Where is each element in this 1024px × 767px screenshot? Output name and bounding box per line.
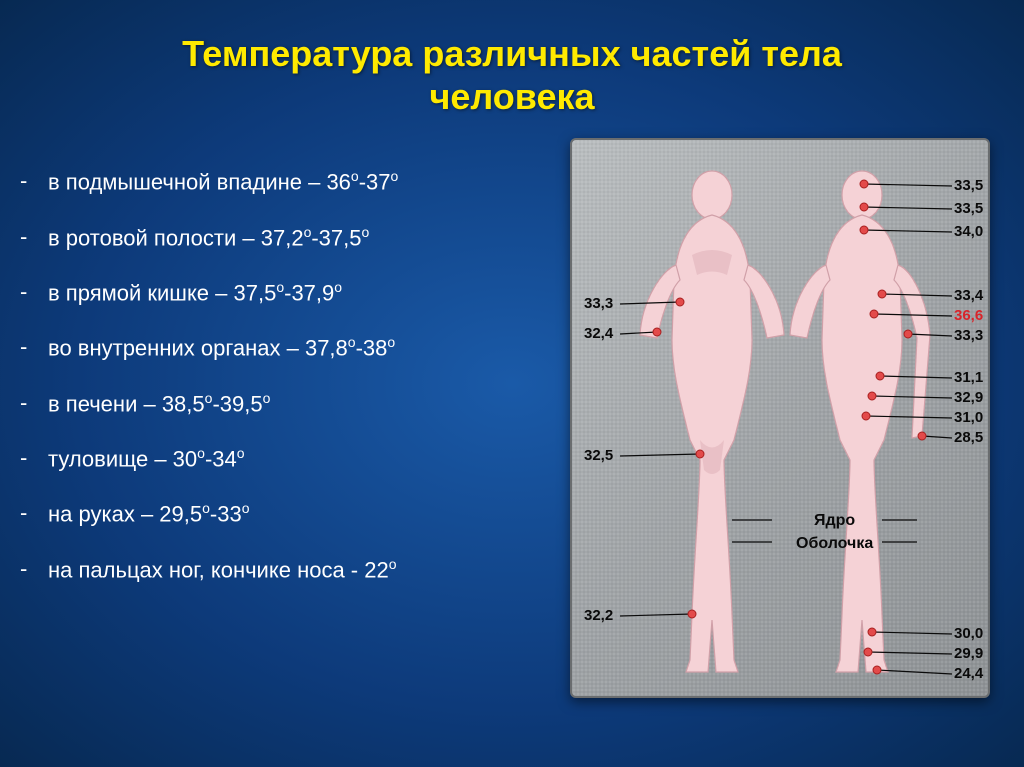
body-back	[640, 171, 784, 672]
list-text: на руках – 29,5о-33о	[48, 500, 250, 527]
lead-line	[922, 436, 952, 438]
list-item: -на пальцах ног, кончике носа - 22о	[20, 556, 560, 583]
list-text: в подмышечной впадине – 36о-37о	[48, 168, 398, 195]
list-dash: -	[20, 390, 48, 417]
list-text: туловище – 30о-34о	[48, 445, 245, 472]
list-item: -во внутренних органах – 37,8о-38о	[20, 334, 560, 361]
slide-title: Температура различных частей тела челове…	[0, 0, 1024, 118]
list-text: на пальцах ног, кончике носа - 22о	[48, 556, 397, 583]
list-text: в печени – 38,5о-39,5о	[48, 390, 270, 417]
lead-line	[872, 632, 952, 634]
temp-dot	[864, 648, 872, 656]
title-line-1: Температура различных частей тела	[182, 33, 842, 74]
body-front	[790, 171, 930, 672]
lead-line	[620, 454, 700, 456]
diagram-frame: 33,3 32,4 32,5 32,2 33,5 33,5 34,0 33,4 36,6 33,3…	[570, 138, 990, 698]
temp-label: 33,3	[954, 327, 983, 344]
temp-label: 32,5	[584, 447, 613, 464]
temp-dot	[873, 666, 881, 674]
temp-label: 33,4	[954, 287, 983, 304]
temp-dot	[860, 226, 868, 234]
temp-label: 32,9	[954, 389, 983, 406]
temp-dot	[862, 412, 870, 420]
list-text: в ротовой полости – 37,2о-37,5о	[48, 224, 369, 251]
list-dash: -	[20, 334, 48, 361]
body-diagram: 33,3 32,4 32,5 32,2 33,5 33,5 34,0 33,4 36,6 33,3…	[560, 138, 1000, 708]
body-svg	[572, 140, 992, 700]
temp-label: 24,4	[954, 665, 983, 682]
temp-label: 31,0	[954, 409, 983, 426]
list-text: во внутренних органах – 37,8о-38о	[48, 334, 395, 361]
temp-dot	[653, 328, 661, 336]
temp-label: 36,6	[954, 307, 983, 324]
temp-dot	[878, 290, 886, 298]
temp-dot	[860, 180, 868, 188]
list-item: -в подмышечной впадине – 36о-37о	[20, 168, 560, 195]
center-label: Оболочка	[796, 535, 873, 553]
temp-label: 32,4	[584, 325, 613, 342]
temp-dot	[868, 392, 876, 400]
temp-label: 29,9	[954, 645, 983, 662]
list-dash: -	[20, 500, 48, 527]
temp-dot	[860, 203, 868, 211]
temperature-list: -в подмышечной впадине – 36о-37о-в ротов…	[0, 138, 560, 708]
temp-dot	[876, 372, 884, 380]
temp-dot	[696, 450, 704, 458]
list-dash: -	[20, 556, 48, 583]
temp-label: 33,5	[954, 177, 983, 194]
list-item: -туловище – 30о-34о	[20, 445, 560, 472]
temp-label: 33,5	[954, 200, 983, 217]
list-dash: -	[20, 445, 48, 472]
temp-dot	[904, 330, 912, 338]
temp-dot	[918, 432, 926, 440]
temp-label: 32,2	[584, 607, 613, 624]
list-text: в прямой кишке – 37,5о-37,9о	[48, 279, 342, 306]
temp-label: 30,0	[954, 625, 983, 642]
temp-label: 28,5	[954, 429, 983, 446]
content-row: -в подмышечной впадине – 36о-37о-в ротов…	[0, 118, 1024, 708]
temp-label: 33,3	[584, 295, 613, 312]
temp-dot	[870, 310, 878, 318]
list-item: -в прямой кишке – 37,5о-37,9о	[20, 279, 560, 306]
title-line-2: человека	[429, 76, 594, 117]
temp-label: 34,0	[954, 223, 983, 240]
temp-dot	[688, 610, 696, 618]
list-dash: -	[20, 168, 48, 195]
temp-label: 31,1	[954, 369, 983, 386]
list-item: -в ротовой полости – 37,2о-37,5о	[20, 224, 560, 251]
lead-line	[620, 614, 692, 616]
center-label: Ядро	[814, 512, 855, 530]
list-item: -на руках – 29,5о-33о	[20, 500, 560, 527]
list-dash: -	[20, 224, 48, 251]
temp-dot	[676, 298, 684, 306]
temp-dot	[868, 628, 876, 636]
list-item: -в печени – 38,5о-39,5о	[20, 390, 560, 417]
list-dash: -	[20, 279, 48, 306]
